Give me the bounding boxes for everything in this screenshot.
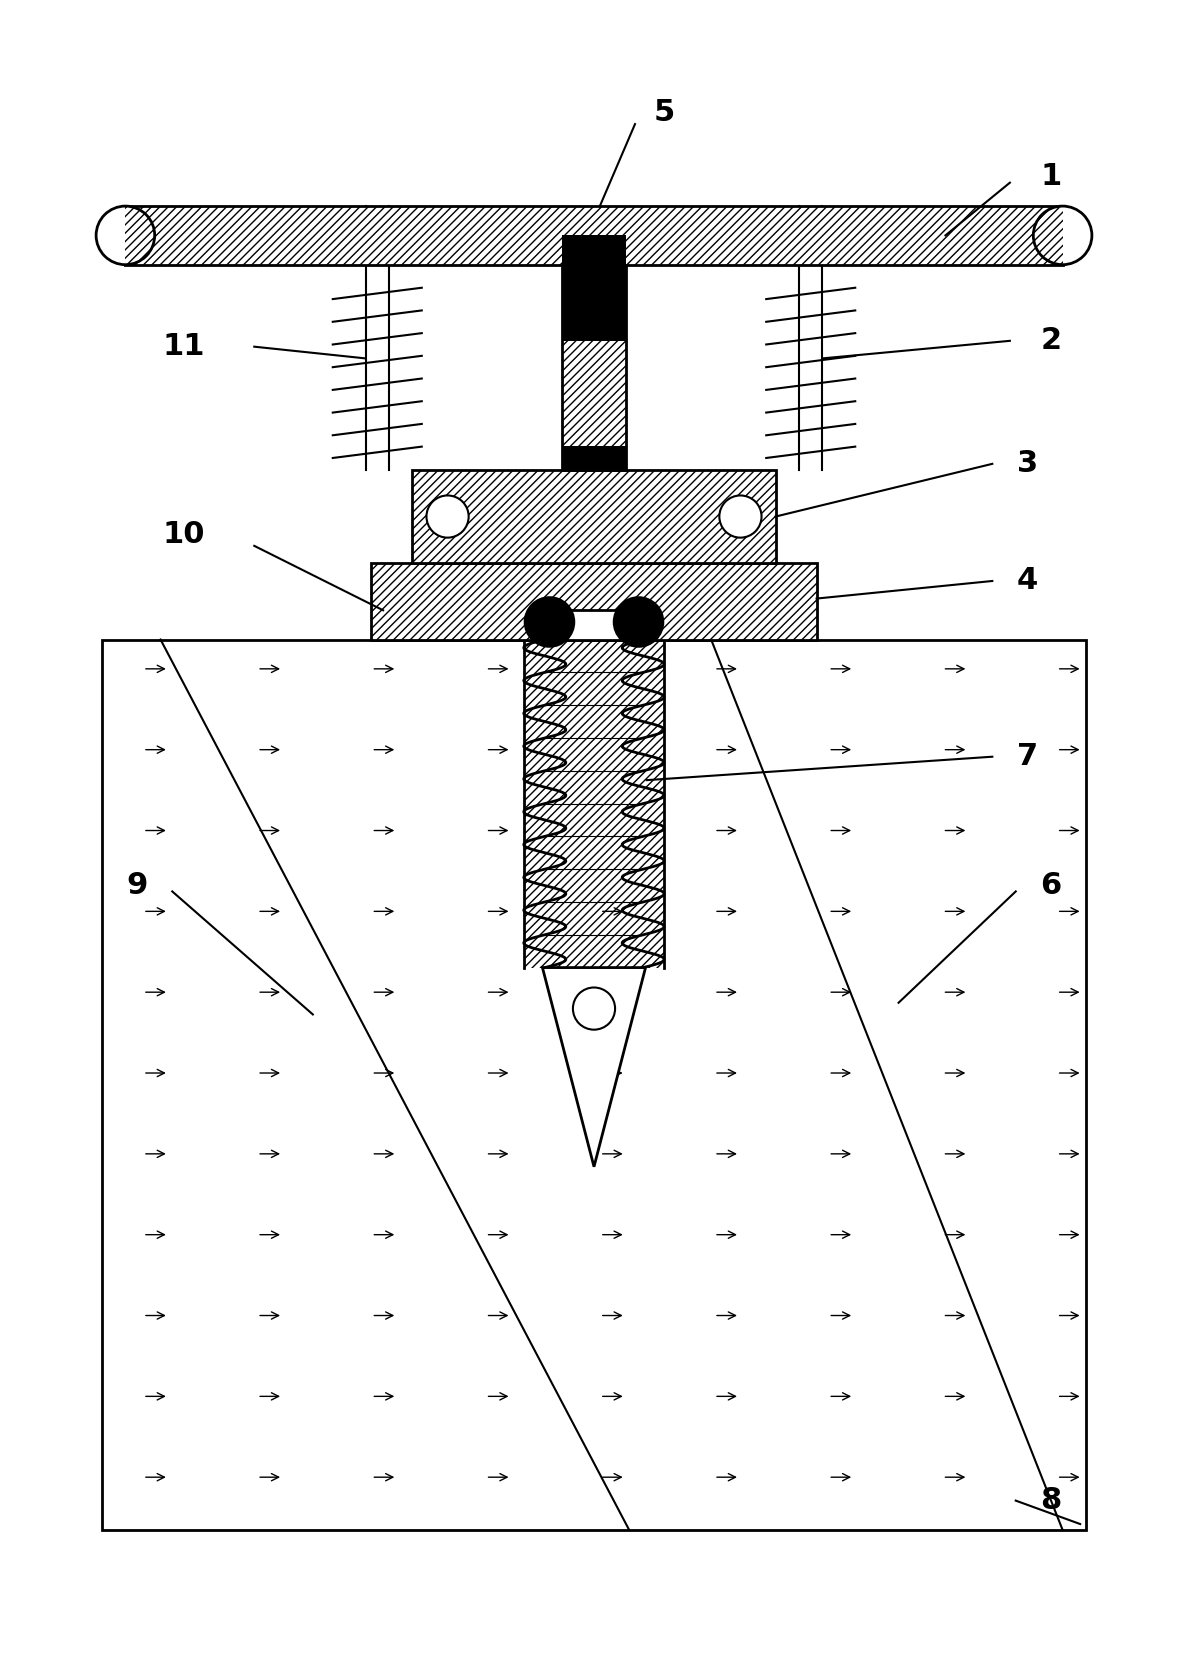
Text: 4: 4 — [1017, 566, 1038, 595]
Bar — [412, 470, 776, 564]
Bar — [102, 640, 1086, 1530]
Text: 5: 5 — [653, 98, 675, 127]
Circle shape — [96, 207, 154, 265]
Bar — [562, 447, 626, 470]
Text: 11: 11 — [163, 332, 206, 361]
Bar — [561, 610, 627, 640]
Circle shape — [426, 496, 468, 538]
Bar — [412, 470, 776, 564]
Text: 7: 7 — [1017, 743, 1038, 771]
Circle shape — [1034, 207, 1092, 265]
Circle shape — [720, 496, 762, 538]
Text: 1: 1 — [1041, 162, 1062, 192]
Polygon shape — [543, 968, 645, 1166]
Bar — [562, 235, 626, 341]
Text: 2: 2 — [1041, 326, 1061, 356]
Text: 10: 10 — [163, 519, 206, 549]
Bar — [524, 640, 664, 968]
Circle shape — [524, 595, 575, 648]
Text: 3: 3 — [1017, 450, 1038, 478]
Bar — [126, 207, 1062, 265]
Bar — [372, 564, 816, 640]
Text: 9: 9 — [126, 872, 147, 900]
Text: 6: 6 — [1041, 872, 1062, 900]
Bar — [562, 235, 626, 470]
Bar — [126, 207, 1062, 265]
Bar — [372, 564, 816, 640]
Text: 8: 8 — [1041, 1485, 1062, 1515]
Circle shape — [613, 595, 664, 648]
Circle shape — [573, 987, 615, 1030]
